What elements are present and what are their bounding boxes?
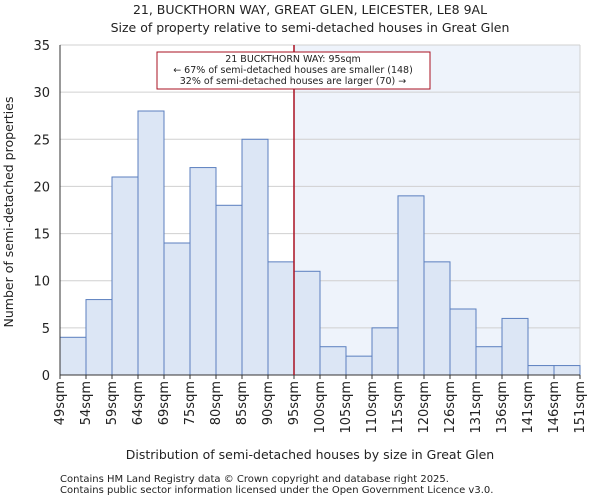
x-tick-label: 136sqm (495, 381, 510, 434)
x-tick-label: 115sqm (391, 381, 406, 434)
y-tick-label: 10 (33, 275, 50, 290)
x-tick-label: 120sqm (417, 381, 432, 434)
histogram-bar (553, 365, 581, 376)
x-tick-label: 95sqm (287, 381, 302, 425)
plot-area: 0 5 10 15 20 25 30 35 49sqm 54sqm 59sqm 64sqm 69sqm 7… (33, 39, 588, 434)
y-tick-label: 25 (33, 133, 50, 148)
footer-line-2: Contains public sector information licen… (60, 485, 493, 496)
x-tick-label: 100sqm (313, 381, 328, 434)
histogram-bar (111, 176, 139, 376)
annotation-line-3: 32% of semi-detached houses are larger (… (180, 76, 407, 87)
x-tick-label: 110sqm (365, 381, 380, 434)
histogram-bar (241, 138, 269, 376)
histogram-bar (293, 270, 321, 376)
x-tick-label: 80sqm (209, 381, 224, 425)
histogram-bar (449, 308, 477, 376)
histogram-bar (163, 242, 191, 376)
y-tick-label: 35 (33, 39, 50, 54)
x-axis-label: Distribution of semi-detached houses by … (126, 447, 494, 462)
footer-line-1: Contains HM Land Registry data © Crown c… (60, 474, 449, 485)
histogram-bar (319, 346, 347, 376)
x-tick-label: 141sqm (521, 381, 536, 434)
histogram-bar (423, 261, 451, 376)
x-tick-label: 59sqm (105, 381, 120, 425)
x-tick-label: 49sqm (53, 381, 68, 425)
x-tick-label: 131sqm (469, 381, 484, 434)
histogram-bar (397, 195, 425, 376)
histogram-bar (189, 167, 217, 376)
histogram-bar (475, 346, 503, 376)
histogram-bar (85, 299, 113, 376)
x-tick-label: 151sqm (573, 381, 588, 434)
y-axis-label: Number of semi-detached properties (1, 97, 16, 328)
histogram-bar (527, 365, 555, 376)
histogram-bar (215, 204, 243, 376)
histogram-bar (137, 110, 165, 376)
histogram-bar (267, 261, 295, 376)
x-tick-label: 64sqm (131, 381, 146, 425)
y-tick-label: 5 (42, 322, 50, 337)
y-tick-label: 30 (33, 86, 50, 101)
x-tick-label: 90sqm (261, 381, 276, 425)
y-tick-label: 20 (33, 180, 50, 195)
annotation-line-1: 21 BUCKTHORN WAY: 95sqm (225, 54, 361, 65)
histogram-bar (345, 355, 373, 376)
annotation-line-2: ← 67% of semi-detached houses are smalle… (173, 65, 413, 76)
x-tick-label: 69sqm (157, 381, 172, 425)
annotation-box (156, 51, 431, 90)
x-tick-label: 54sqm (79, 381, 94, 425)
x-tick-label: 85sqm (235, 381, 250, 425)
x-tick-label: 105sqm (339, 381, 354, 434)
x-tick-label: 146sqm (547, 381, 562, 434)
chart-title: 21, BUCKTHORN WAY, GREAT GLEN, LEICESTER… (133, 2, 487, 17)
histogram-bar (371, 327, 399, 376)
chart-subtitle: Size of property relative to semi-detach… (111, 20, 510, 35)
histogram-bar (59, 336, 87, 376)
y-tick-label: 15 (33, 228, 50, 243)
x-tick-label: 75sqm (183, 381, 198, 425)
histogram-bar (501, 317, 529, 376)
y-tick-label: 0 (42, 369, 50, 384)
x-tick-label: 126sqm (443, 381, 458, 434)
